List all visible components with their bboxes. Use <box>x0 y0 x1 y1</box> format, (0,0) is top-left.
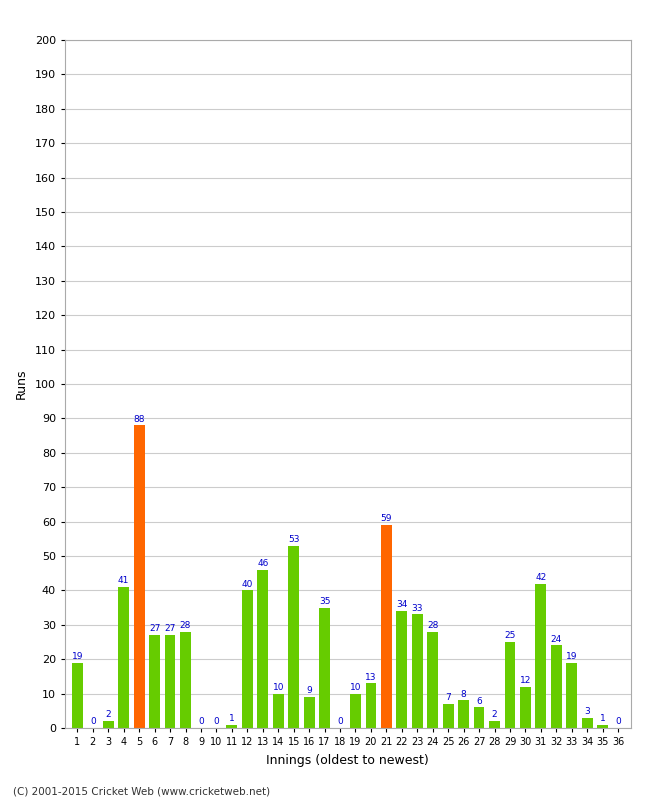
Text: 27: 27 <box>149 624 161 634</box>
Bar <box>180 632 191 728</box>
Text: 1: 1 <box>229 714 235 723</box>
X-axis label: Innings (oldest to newest): Innings (oldest to newest) <box>266 754 429 767</box>
Bar <box>520 686 531 728</box>
Bar <box>304 697 315 728</box>
Bar <box>566 662 577 728</box>
Bar <box>504 642 515 728</box>
Bar <box>257 570 268 728</box>
Text: 33: 33 <box>411 604 423 613</box>
Bar <box>412 614 423 728</box>
Text: 88: 88 <box>133 414 145 423</box>
Text: 34: 34 <box>396 600 408 610</box>
Text: 28: 28 <box>180 621 191 630</box>
Text: 7: 7 <box>445 693 451 702</box>
Text: 53: 53 <box>288 535 300 544</box>
Text: 2: 2 <box>105 710 111 719</box>
Bar <box>536 583 546 728</box>
Y-axis label: Runs: Runs <box>15 369 28 399</box>
Text: (C) 2001-2015 Cricket Web (www.cricketweb.net): (C) 2001-2015 Cricket Web (www.cricketwe… <box>13 786 270 796</box>
Text: 46: 46 <box>257 559 268 568</box>
Bar <box>319 608 330 728</box>
Text: 40: 40 <box>242 580 253 589</box>
Text: 13: 13 <box>365 673 377 682</box>
Bar <box>164 635 176 728</box>
Bar <box>226 725 237 728</box>
Text: 24: 24 <box>551 634 562 644</box>
Text: 59: 59 <box>381 514 392 523</box>
Text: 10: 10 <box>272 683 284 692</box>
Bar <box>443 704 454 728</box>
Text: 19: 19 <box>566 652 578 661</box>
Text: 10: 10 <box>350 683 361 692</box>
Text: 2: 2 <box>491 710 497 719</box>
Bar <box>396 611 408 728</box>
Bar <box>427 632 438 728</box>
Bar <box>551 646 562 728</box>
Bar <box>134 426 144 728</box>
Text: 28: 28 <box>427 621 438 630</box>
Bar <box>582 718 593 728</box>
Text: 0: 0 <box>198 718 204 726</box>
Bar <box>103 721 114 728</box>
Text: 1: 1 <box>600 714 606 723</box>
Bar <box>474 707 484 728</box>
Text: 0: 0 <box>214 718 219 726</box>
Bar <box>242 590 253 728</box>
Bar <box>288 546 299 728</box>
Text: 41: 41 <box>118 576 129 586</box>
Text: 0: 0 <box>337 718 343 726</box>
Text: 0: 0 <box>90 718 96 726</box>
Bar <box>458 701 469 728</box>
Bar <box>72 662 83 728</box>
Text: 42: 42 <box>535 573 547 582</box>
Text: 6: 6 <box>476 697 482 706</box>
Bar <box>597 725 608 728</box>
Text: 12: 12 <box>520 676 531 685</box>
Text: 8: 8 <box>461 690 467 698</box>
Bar <box>118 587 129 728</box>
Text: 27: 27 <box>164 624 176 634</box>
Text: 19: 19 <box>72 652 83 661</box>
Bar <box>365 683 376 728</box>
Bar <box>350 694 361 728</box>
Text: 9: 9 <box>306 686 312 695</box>
Text: 25: 25 <box>504 631 515 640</box>
Bar <box>273 694 283 728</box>
Text: 3: 3 <box>584 707 590 716</box>
Bar <box>381 525 392 728</box>
Bar <box>489 721 500 728</box>
Text: 35: 35 <box>318 597 330 606</box>
Bar <box>150 635 160 728</box>
Text: 0: 0 <box>616 718 621 726</box>
